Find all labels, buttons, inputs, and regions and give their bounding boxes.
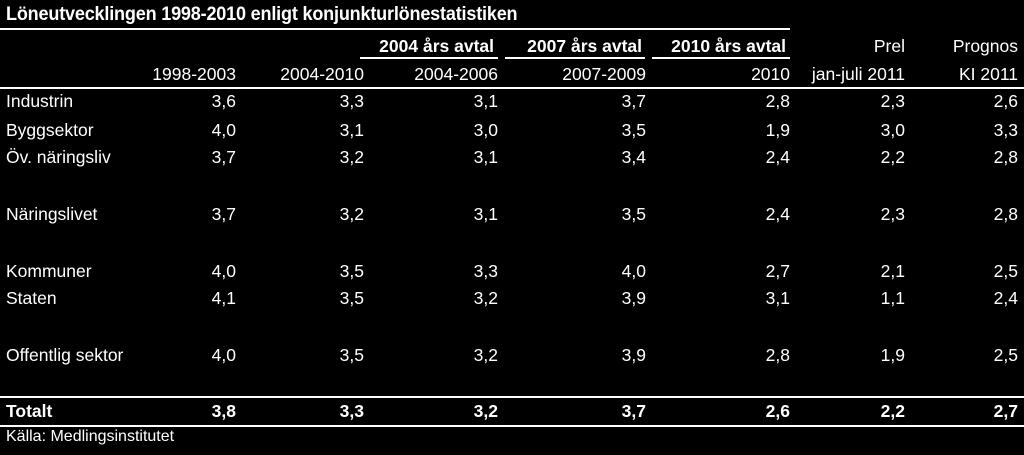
cell-5-6: 2,4 [993, 288, 1018, 308]
cell-0-6: 2,6 [993, 91, 1018, 111]
cell-3-0: 3,7 [211, 204, 236, 224]
cell-2-5: 2,2 [880, 147, 905, 167]
cell-6-1: 3,5 [339, 345, 364, 365]
row-label-7: Totalt [6, 401, 53, 421]
header-top-2: 2004 års avtal [379, 36, 494, 56]
header-sub-1: 2004-2010 [280, 64, 364, 84]
cell-6-4: 2,8 [765, 345, 790, 365]
cell-2-3: 3,4 [621, 147, 646, 167]
cell-5-3: 3,9 [621, 288, 646, 308]
header-sub-2: 2004-2006 [414, 64, 498, 84]
cell-3-6: 2,8 [993, 204, 1018, 224]
cell-3-5: 2,3 [880, 204, 905, 224]
title-underline [0, 28, 790, 30]
cell-4-3: 4,0 [621, 261, 646, 281]
cell-6-0: 4,0 [211, 345, 236, 365]
cell-4-2: 3,3 [473, 261, 498, 281]
total-overline [0, 396, 1024, 398]
cell-5-0: 4,1 [211, 288, 236, 308]
agreement-underline-2007 [505, 57, 645, 59]
cell-7-3: 3,7 [621, 401, 646, 421]
row-label-6: Offentlig sektor [6, 345, 124, 365]
cell-6-3: 3,9 [621, 345, 646, 365]
cell-5-2: 3,2 [473, 288, 498, 308]
cell-5-1: 3,5 [339, 288, 364, 308]
header-top-4: 2010 års avtal [671, 36, 786, 56]
source-note: Källa: Medlingsinstitutet [6, 428, 175, 445]
cell-4-0: 4,0 [211, 261, 236, 281]
cell-6-6: 2,5 [993, 345, 1018, 365]
header-sub-6: KI 2011 [958, 64, 1018, 84]
header-top-5: Prel [873, 36, 905, 56]
cell-0-2: 3,1 [473, 91, 498, 111]
cell-1-1: 3,1 [339, 120, 364, 140]
header-top-6: Prognos [952, 36, 1018, 56]
cell-5-5: 1,1 [880, 288, 905, 308]
cell-2-4: 2,4 [765, 147, 790, 167]
table-title: Löneutvecklingen 1998-2010 enligt konjun… [6, 4, 518, 25]
cell-7-4: 2,6 [765, 401, 790, 421]
cell-7-1: 3,3 [339, 401, 364, 421]
cell-0-3: 3,7 [621, 91, 646, 111]
row-label-5: Staten [6, 288, 57, 308]
cell-7-0: 3,8 [211, 401, 236, 421]
cell-2-1: 3,2 [339, 147, 364, 167]
row-label-0: Industrin [6, 91, 74, 111]
header-top-3: 2007 års avtal [527, 36, 642, 56]
cell-1-0: 4,0 [211, 120, 236, 140]
agreement-underline-2010 [652, 57, 790, 59]
cell-4-4: 2,7 [765, 261, 790, 281]
cell-1-3: 3,5 [621, 120, 646, 140]
cell-3-1: 3,2 [339, 204, 364, 224]
cell-7-2: 3,2 [473, 401, 498, 421]
cell-2-6: 2,8 [993, 147, 1018, 167]
cell-1-2: 3,0 [473, 120, 498, 140]
cell-1-6: 3,3 [993, 120, 1018, 140]
header-sub-5: jan-juli 2011 [811, 64, 905, 84]
cell-0-4: 2,8 [765, 91, 790, 111]
total-underline [0, 425, 1024, 427]
header-sub-4: 2010 [751, 64, 790, 84]
cell-2-0: 3,7 [211, 147, 236, 167]
cell-4-6: 2,5 [993, 261, 1018, 281]
cell-4-5: 2,1 [880, 261, 905, 281]
cell-4-1: 3,5 [339, 261, 364, 281]
cell-7-5: 2,2 [880, 401, 905, 421]
cell-6-2: 3,2 [473, 345, 498, 365]
cell-3-3: 3,5 [621, 204, 646, 224]
cell-3-4: 2,4 [765, 204, 790, 224]
cell-1-4: 1,9 [765, 120, 790, 140]
cell-3-2: 3,1 [473, 204, 498, 224]
row-label-1: Byggsektor [6, 120, 94, 140]
row-label-4: Kommuner [6, 261, 92, 281]
agreement-underline-2004 [360, 57, 498, 59]
cell-2-2: 3,1 [473, 147, 498, 167]
header-sub-3: 2007-2009 [562, 64, 646, 84]
row-label-3: Näringslivet [6, 204, 98, 224]
cell-6-5: 1,9 [880, 345, 905, 365]
header-underline [0, 87, 1024, 89]
row-label-2: Öv. näringsliv [6, 147, 111, 167]
cell-0-0: 3,6 [211, 91, 236, 111]
header-sub-0: 1998-2003 [152, 64, 236, 84]
cell-1-5: 3,0 [880, 120, 905, 140]
cell-0-5: 2,3 [880, 91, 905, 111]
cell-7-6: 2,7 [993, 401, 1018, 421]
cell-5-4: 3,1 [765, 288, 790, 308]
cell-0-1: 3,3 [339, 91, 364, 111]
